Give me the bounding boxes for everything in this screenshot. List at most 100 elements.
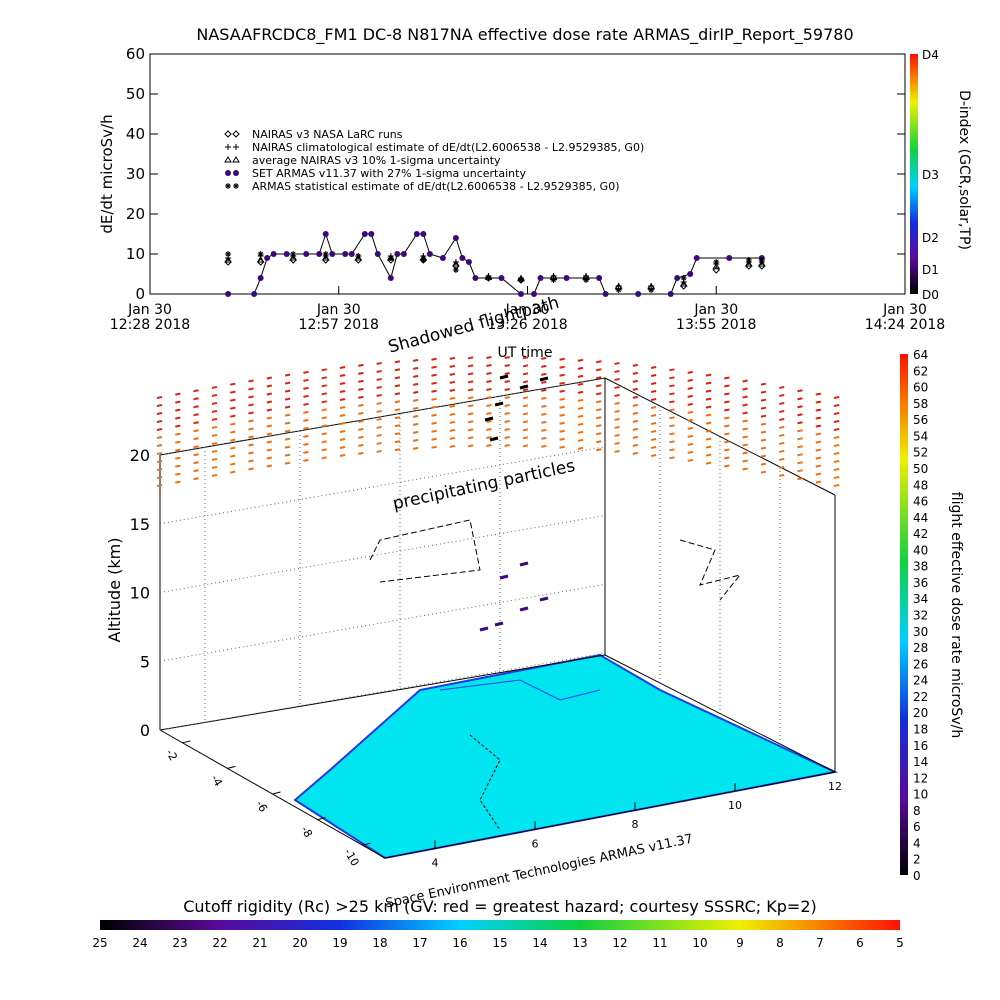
dose-dash xyxy=(596,392,602,396)
dose-dash xyxy=(614,417,620,421)
dose-dash xyxy=(687,434,693,438)
dose-dash xyxy=(687,426,693,430)
dose-dash xyxy=(669,392,675,396)
y-tick xyxy=(227,765,236,769)
x-tick-label: Jan 30 12:28 2018 xyxy=(109,302,191,333)
dose-dash xyxy=(797,453,803,457)
colorbar-tick-label: 50 xyxy=(913,462,928,476)
dose-dash xyxy=(650,389,657,393)
dose-dash xyxy=(577,366,584,370)
dose-dash xyxy=(815,432,821,436)
dot-marker xyxy=(264,255,271,261)
dot-marker xyxy=(472,275,479,281)
dot-marker xyxy=(270,251,277,257)
track-dash xyxy=(519,384,529,390)
dose-dash xyxy=(669,384,675,388)
y-tick-label: -2 xyxy=(163,747,180,763)
colorbar-tick-label: D1 xyxy=(922,263,939,277)
dose-dash xyxy=(632,363,638,367)
dot-marker xyxy=(413,231,420,237)
y-tick xyxy=(317,817,326,821)
colorbar-tick-label: 60 xyxy=(913,381,928,395)
dose-dash xyxy=(632,435,638,439)
plus-marker xyxy=(452,259,459,265)
colorbar-tick-label: 16 xyxy=(913,739,928,753)
dose-dash xyxy=(669,440,675,444)
dose-dash xyxy=(321,416,327,420)
dose-dash xyxy=(797,421,803,425)
dose-dash xyxy=(742,379,748,383)
dose-dash xyxy=(687,386,693,390)
triangle-marker xyxy=(289,254,298,261)
z-grid-line xyxy=(159,515,606,593)
dose-dash xyxy=(815,400,821,404)
dose-dash xyxy=(541,444,547,448)
dose-dash xyxy=(833,452,840,455)
dose-dash xyxy=(614,441,620,445)
colorbar-tick-label: 12 xyxy=(612,936,627,950)
dose-dash xyxy=(156,404,163,407)
colorbar-tick-label: 24 xyxy=(913,674,928,688)
dose-dash xyxy=(760,446,767,450)
colorbar-tick-label: 36 xyxy=(913,576,928,590)
dose-dash xyxy=(504,396,510,400)
dose-dash xyxy=(541,356,547,360)
dot-marker xyxy=(233,170,239,176)
z-tick-label: 5 xyxy=(140,652,150,671)
star-marker xyxy=(290,251,297,257)
dose-dash xyxy=(614,369,620,373)
dose-dash xyxy=(559,405,565,409)
dose-dash xyxy=(504,436,510,440)
dose-dash xyxy=(632,443,638,447)
dose-dash xyxy=(669,368,675,372)
dose-markers xyxy=(156,356,840,632)
shadow-path xyxy=(369,519,481,583)
colorbar-tick-label: 62 xyxy=(913,364,928,378)
dose-dash xyxy=(724,384,730,388)
dot-marker xyxy=(563,275,570,281)
y-tick-label: 60 xyxy=(126,45,145,63)
dose-dash xyxy=(577,406,584,410)
dose-dash xyxy=(614,449,620,453)
dose-dash xyxy=(522,420,529,424)
dose-dash xyxy=(577,390,584,394)
dose-dash xyxy=(833,404,840,407)
z-axis-label: Altitude (km) xyxy=(105,538,124,643)
dose-dash xyxy=(614,361,620,365)
dose-dash xyxy=(705,461,712,465)
dose-dash xyxy=(156,428,163,431)
dose-dash xyxy=(413,366,419,370)
star-marker xyxy=(387,255,394,261)
dose-dash xyxy=(266,464,272,468)
dose-dash xyxy=(522,364,529,368)
dose-dash xyxy=(358,411,364,415)
colorbar-tick-label: 15 xyxy=(492,936,507,950)
dose-dash xyxy=(541,412,547,416)
dose-dash xyxy=(358,395,364,399)
dose-dash xyxy=(760,414,767,418)
colorbar-tick-label: D3 xyxy=(922,168,939,182)
y-tick-label: -8 xyxy=(298,824,315,840)
x-tick-label: Jan 30 14:24 2018 xyxy=(864,302,946,333)
dot-marker xyxy=(498,275,505,281)
triangle-marker xyxy=(452,260,460,267)
dose-dash xyxy=(230,398,236,402)
dose-dash xyxy=(266,408,272,412)
dot-marker xyxy=(517,291,524,297)
y-tick-label: -10 xyxy=(341,846,361,868)
dose-dash xyxy=(358,403,364,407)
dose-dash xyxy=(431,373,437,377)
dose-dash xyxy=(833,444,840,447)
dose-dash xyxy=(358,387,364,391)
dose-dash xyxy=(394,392,401,396)
dose-dash xyxy=(339,453,346,457)
dose-dash xyxy=(705,453,712,457)
dose-dash xyxy=(413,430,419,434)
dose-dash xyxy=(431,421,437,425)
dose-dash xyxy=(724,448,730,452)
x-tick-label: Jan 30 13:55 2018 xyxy=(676,302,757,333)
dose-dash xyxy=(687,410,693,414)
y-tick-label: 20 xyxy=(126,205,145,223)
dose-dash xyxy=(193,437,199,441)
dose-dash xyxy=(779,465,785,469)
